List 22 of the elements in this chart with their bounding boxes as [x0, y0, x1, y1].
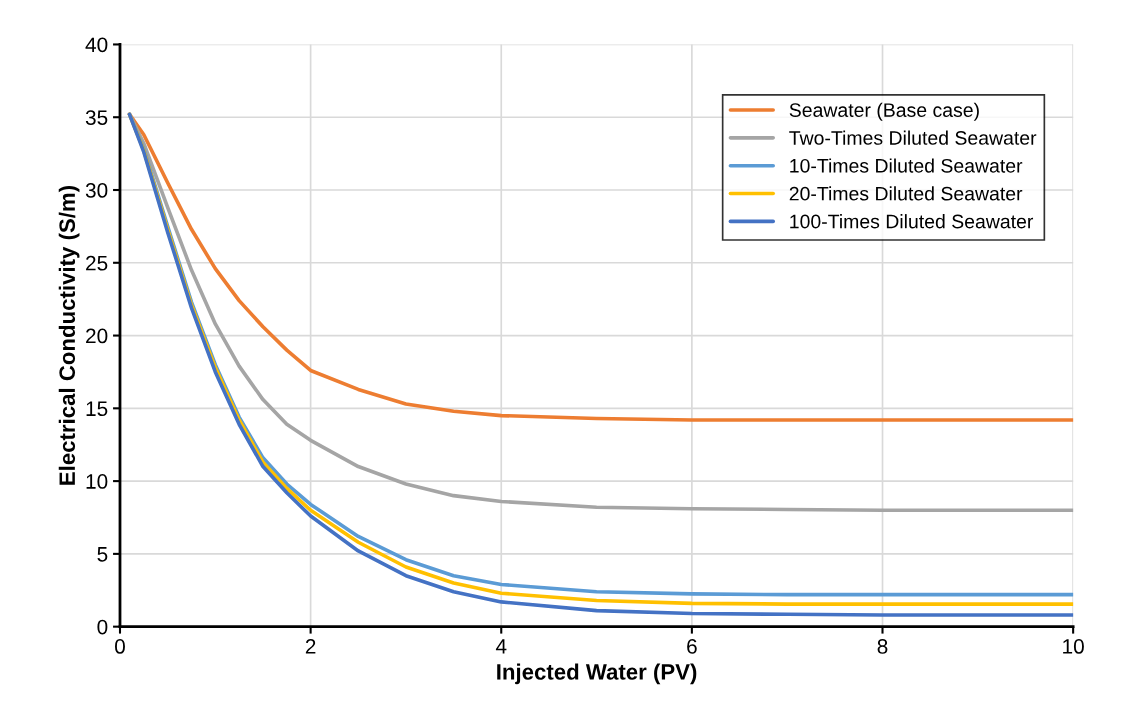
y-tick-label: 35 — [85, 110, 108, 125]
legend-label: 100-Times Diluted Seawater — [790, 214, 1034, 229]
y-tick-label: 20 — [86, 328, 108, 344]
y-axis-title: Electrical Conductivity (S/m) — [58, 186, 80, 485]
y-tick-label: 25 — [86, 255, 108, 271]
x-tick-label: 10 — [1063, 639, 1084, 654]
legend-label: Two-Times Diluted Seawater — [789, 130, 1037, 145]
legend-label: 20-Times Diluted Seawater — [789, 186, 1023, 201]
y-tick-label: 30 — [85, 183, 108, 198]
x-axis-title: Injected Water (PV) — [497, 663, 697, 685]
y-tick-label: 40 — [85, 37, 108, 53]
y-tick-label: 5 — [97, 547, 108, 562]
y-tick-label: 15 — [86, 401, 108, 417]
x-tick-label: 4 — [495, 639, 507, 654]
y-tick-label: 10 — [86, 474, 108, 489]
x-tick-label: 8 — [877, 639, 888, 654]
legend-label: Seawater (Base case) — [789, 102, 979, 121]
y-tick-label: 0 — [97, 619, 108, 635]
x-tick-label: 0 — [115, 639, 125, 654]
x-tick-label: 6 — [687, 639, 697, 654]
x-tick-label: 2 — [305, 639, 316, 654]
legend-label: 10-Times Diluted Seawater — [790, 158, 1023, 173]
